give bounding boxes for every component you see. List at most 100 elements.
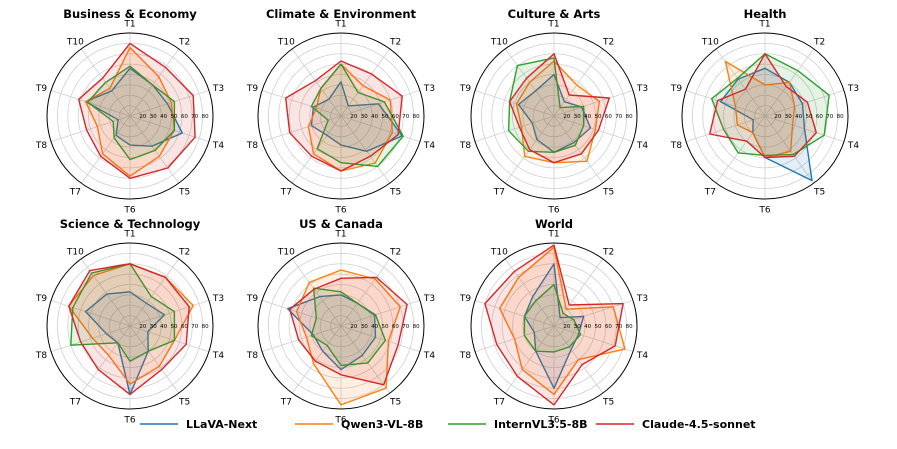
axis-label-t3: T3 <box>636 84 648 94</box>
series-llava-next <box>310 81 403 153</box>
grid-spoke <box>553 325 634 353</box>
r-tick-label: 50 <box>171 114 178 120</box>
axis-label-t2: T2 <box>813 37 825 47</box>
outer-frame <box>470 32 638 200</box>
grid-spoke <box>80 325 131 394</box>
outer-frame <box>46 242 214 410</box>
grid-spoke <box>129 325 210 353</box>
axis-label-t3: T3 <box>847 84 859 94</box>
series-internvl3-5-8b <box>523 283 582 353</box>
grid-spoke <box>764 115 815 184</box>
r-tick-label: 30 <box>574 114 581 120</box>
axis-label-t10: T10 <box>277 37 295 47</box>
axis-label-t8: T8 <box>246 351 258 361</box>
axis-label-t6: T6 <box>547 206 559 216</box>
chart-title: Business & Economy <box>63 7 197 21</box>
grid-spoke <box>340 325 421 353</box>
axis-label-t6: T6 <box>334 416 346 426</box>
grid-spoke <box>50 299 131 327</box>
grid-spoke <box>553 48 604 117</box>
axis-label-t3: T3 <box>423 84 435 94</box>
grid-spoke <box>129 115 210 143</box>
axis-label-t6: T6 <box>123 416 135 426</box>
grid-spoke <box>50 325 131 353</box>
chart-title: Climate & Environment <box>266 7 417 21</box>
axis-label-t10: T10 <box>701 37 719 47</box>
radar-chart-world: World 20 30 40 50 60 70 80 T1 T2 T3 T4 T5 T6 T7 T8 T9 T10 <box>459 217 648 426</box>
axis-label-t2: T2 <box>389 37 401 47</box>
axis-label-t2: T2 <box>178 37 190 47</box>
r-tick-label: 70 <box>191 324 198 330</box>
series-llava-next <box>523 263 585 389</box>
r-tick-label: 30 <box>361 114 368 120</box>
r-tick-label: 50 <box>806 114 813 120</box>
r-tick-label: 50 <box>382 114 389 120</box>
grid-spoke <box>340 115 421 143</box>
chart-title: Culture & Arts <box>508 7 601 21</box>
radar-chart-business-economy: Business & Economy 20 30 40 50 60 70 80 T1 T2 T3 T4… <box>35 7 224 216</box>
axis-label-t2: T2 <box>602 37 614 47</box>
axis-label-t1: T1 <box>334 230 346 240</box>
chart-title: Science & Technology <box>60 217 201 231</box>
series-claude-4-5-sonnet <box>484 244 624 406</box>
series-qwen3-vl-8b <box>84 46 176 177</box>
r-tick-label: 70 <box>191 114 198 120</box>
series-internvl3-5-8b <box>70 263 176 362</box>
axis-label-t3: T3 <box>636 294 648 304</box>
grid-spoke <box>129 89 210 117</box>
r-tick-label: 40 <box>371 324 378 330</box>
grid-spoke <box>80 115 131 184</box>
grid-spoke <box>340 115 391 184</box>
r-tick-label: 70 <box>402 114 409 120</box>
axis-label-t10: T10 <box>490 247 508 257</box>
axis-label-t6: T6 <box>547 416 559 426</box>
grid-spoke <box>715 115 766 184</box>
r-tick-label: 60 <box>392 114 399 120</box>
legend: LLaVA-Next Qwen3-VL-8B InternVL3.5-8B Claud… <box>140 418 756 431</box>
series-internvl3-5-8b <box>711 53 830 157</box>
grid-spoke <box>685 115 766 143</box>
axis-label-t1: T1 <box>758 20 770 30</box>
axis-label-t9: T9 <box>35 84 47 94</box>
grid-spoke <box>715 48 766 117</box>
series-internvl3-5-8b <box>310 63 404 168</box>
r-tick-label: 50 <box>382 324 389 330</box>
r-tick-label: 60 <box>181 324 188 330</box>
axis-label-t7: T7 <box>704 188 716 198</box>
series-internvl3-5-8b <box>310 287 387 367</box>
grid-spoke <box>340 89 421 117</box>
grid-spoke <box>291 325 342 394</box>
axis-label-t1: T1 <box>547 230 559 240</box>
radar-chart-health: Health 20 30 40 50 60 70 80 T1 T2 T3 T4 T5 T6 T7 T8 T9 T1… <box>670 7 859 216</box>
grid-spoke <box>80 258 131 327</box>
r-tick-label: 20 <box>563 324 570 330</box>
r-tick-label: 80 <box>626 114 633 120</box>
grid-spoke <box>553 89 634 117</box>
axis-label-t4: T4 <box>212 141 224 151</box>
series-claude-4-5-sonnet <box>289 276 408 386</box>
r-tick-label: 50 <box>595 114 602 120</box>
grid-spoke <box>764 89 845 117</box>
outer-frame <box>470 242 638 410</box>
axis-label-t9: T9 <box>35 294 47 304</box>
axis-label-t4: T4 <box>636 351 648 361</box>
axis-label-t7: T7 <box>280 398 292 408</box>
axis-label-t3: T3 <box>212 294 224 304</box>
series-qwen3-vl-8b <box>68 263 194 385</box>
axis-label-t8: T8 <box>246 141 258 151</box>
axis-label-t9: T9 <box>459 84 471 94</box>
axis-label-t7: T7 <box>493 398 505 408</box>
r-tick-label: 60 <box>816 114 823 120</box>
axis-label-t1: T1 <box>334 20 346 30</box>
axis-label-t2: T2 <box>602 247 614 257</box>
outer-frame <box>257 242 425 410</box>
r-tick-label: 80 <box>626 324 633 330</box>
grid-spoke <box>553 258 604 327</box>
radar-chart-climate-environment: Climate & Environment 20 30 40 50 60 70 80 T1 T2 T… <box>246 7 435 216</box>
axis-label-t2: T2 <box>389 247 401 257</box>
legend-label-claude-4-5-sonnet: Claude-4.5-sonnet <box>642 418 756 431</box>
grid-spoke <box>261 325 342 353</box>
r-tick-label: 30 <box>574 324 581 330</box>
chart-title: US & Canada <box>299 217 383 231</box>
r-tick-label: 30 <box>785 114 792 120</box>
